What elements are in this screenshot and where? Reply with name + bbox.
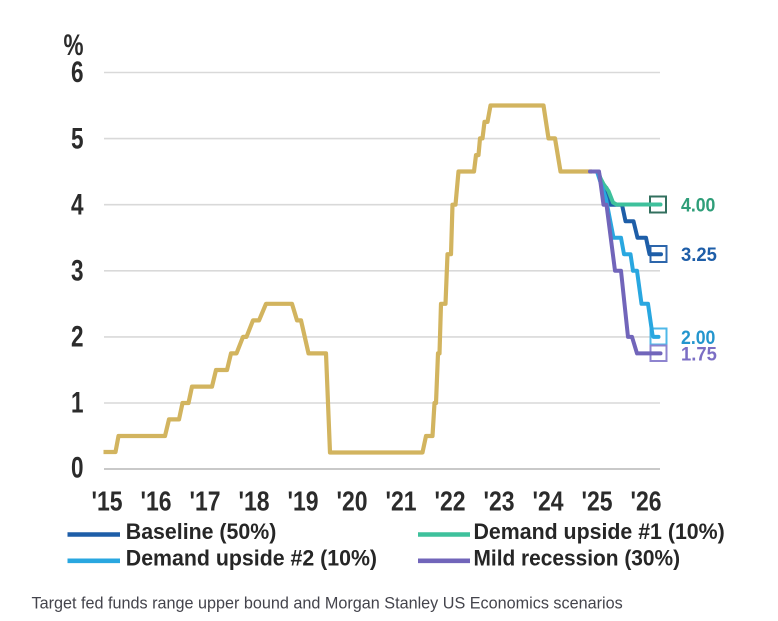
svg-text:'17: '17 [190,486,221,517]
svg-text:Baseline (50%): Baseline (50%) [126,519,277,544]
svg-text:1.75: 1.75 [681,343,717,364]
svg-text:'22: '22 [435,486,466,517]
svg-text:Demand upside #2 (10%): Demand upside #2 (10%) [126,545,377,570]
svg-text:1: 1 [71,385,84,419]
svg-text:'25: '25 [582,486,613,517]
svg-text:Mild recession (30%): Mild recession (30%) [474,546,681,571]
svg-text:'15: '15 [92,486,123,517]
svg-text:'26: '26 [631,486,662,517]
svg-text:'24: '24 [533,486,565,517]
svg-text:2.00: 2.00 [681,326,715,348]
svg-text:'18: '18 [239,486,270,517]
svg-text:3: 3 [71,253,84,287]
svg-text:'16: '16 [141,486,172,517]
svg-text:5: 5 [71,121,84,155]
svg-text:4.00: 4.00 [681,194,715,216]
svg-text:3.25: 3.25 [681,244,717,265]
svg-text:%: % [63,28,83,62]
svg-text:Target fed funds range upper b: Target fed funds range upper bound and M… [32,594,623,612]
svg-text:'21: '21 [386,486,417,517]
svg-text:0: 0 [71,450,84,484]
svg-text:4: 4 [71,187,84,221]
svg-text:'19: '19 [288,486,319,517]
svg-text:Demand upside #1 (10%): Demand upside #1 (10%) [474,519,725,544]
svg-text:2: 2 [71,319,84,353]
svg-text:6: 6 [71,55,84,89]
svg-text:'20: '20 [337,486,368,517]
svg-text:'23: '23 [484,486,515,517]
